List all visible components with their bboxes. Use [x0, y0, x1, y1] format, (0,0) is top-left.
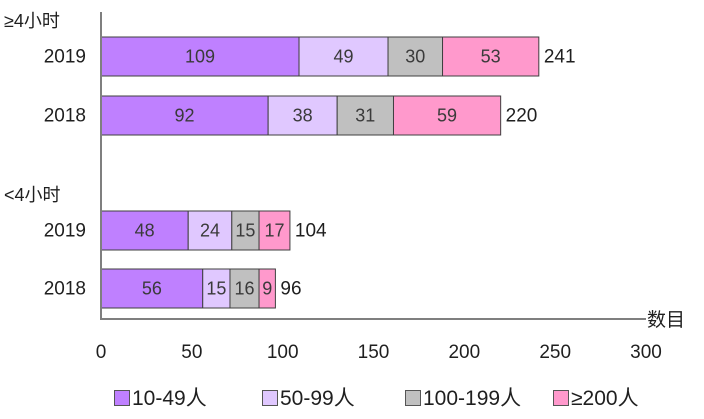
legend-item: ≥200人	[553, 383, 639, 413]
bar-segment	[202, 268, 231, 309]
legend-swatch	[553, 390, 569, 406]
segment-value-label: 16	[235, 278, 255, 298]
x-tick-labels: 0 50 100 150 200 250 300	[96, 342, 662, 363]
segment-value-label: 31	[355, 105, 375, 125]
total-value-label: 241	[544, 47, 576, 68]
row-label: 2019	[44, 221, 86, 242]
bar-segment	[187, 210, 233, 251]
legend-item: 100-199人	[405, 383, 521, 413]
bar-segment	[258, 210, 291, 251]
bar-segment	[298, 36, 389, 77]
group-label: <4小时	[4, 185, 61, 205]
segment-value-label: 30	[405, 46, 425, 66]
bar-segment	[442, 36, 540, 77]
legend-swatch	[114, 390, 130, 406]
total-value-label: 104	[295, 221, 327, 242]
x-axis-title: 数目	[647, 309, 685, 331]
total-value-label: 96	[280, 279, 301, 300]
segment-value-label: 38	[293, 105, 313, 125]
segment-value-label: 56	[142, 278, 162, 298]
segment-value-label: 109	[185, 46, 215, 66]
legend-label: 50-99人	[280, 386, 355, 410]
row-label: 2018	[44, 106, 86, 127]
legend-swatch	[405, 390, 421, 406]
segment-value-label: 48	[135, 220, 155, 240]
bar-segment	[258, 268, 276, 309]
total-value-label: 220	[506, 106, 538, 127]
bar-segment	[100, 95, 269, 136]
legend: 10-49人 50-99人 100-199人 ≥200人	[0, 383, 704, 413]
legend-label: 100-199人	[423, 386, 522, 410]
bars-layer	[100, 36, 540, 309]
bar-segment	[336, 95, 394, 136]
segment-value-label: 49	[334, 46, 354, 66]
legend-swatch	[262, 390, 278, 406]
segment-value-label: 92	[175, 105, 195, 125]
legend-item: 10-49人	[114, 383, 207, 413]
legend-item: 50-99人	[262, 383, 355, 413]
group-label: ≥4小时	[4, 11, 60, 31]
bar-segment	[392, 95, 502, 136]
segment-value-label: 15	[235, 220, 255, 240]
segment-value-label: 59	[437, 105, 457, 125]
x-tick-label: 0	[96, 342, 107, 363]
bar-segment	[100, 268, 204, 309]
x-tick-label: 50	[181, 342, 202, 363]
bar-segment	[267, 95, 338, 136]
segment-value-label: 24	[200, 220, 220, 240]
labels-layer: ≥4小时 2019 109 49 30 53 241 2018 92 38 31 59 220 <4小时 2…	[4, 11, 576, 300]
bar-segment	[387, 36, 444, 77]
x-tick-label: 150	[358, 342, 390, 363]
x-tick-label: 250	[539, 342, 571, 363]
segment-value-label: 17	[264, 220, 284, 240]
bar-segment	[100, 36, 300, 77]
legend-label: 10-49人	[132, 386, 207, 410]
segment-value-label: 53	[481, 46, 501, 66]
x-tick-label: 100	[267, 342, 299, 363]
row-label: 2019	[44, 47, 86, 68]
legend-label: ≥200人	[571, 386, 639, 410]
x-tick-label: 200	[448, 342, 480, 363]
row-label: 2018	[44, 279, 86, 300]
x-tick-label: 300	[630, 342, 662, 363]
segment-value-label: 9	[262, 278, 272, 298]
segment-value-label: 15	[206, 278, 226, 298]
